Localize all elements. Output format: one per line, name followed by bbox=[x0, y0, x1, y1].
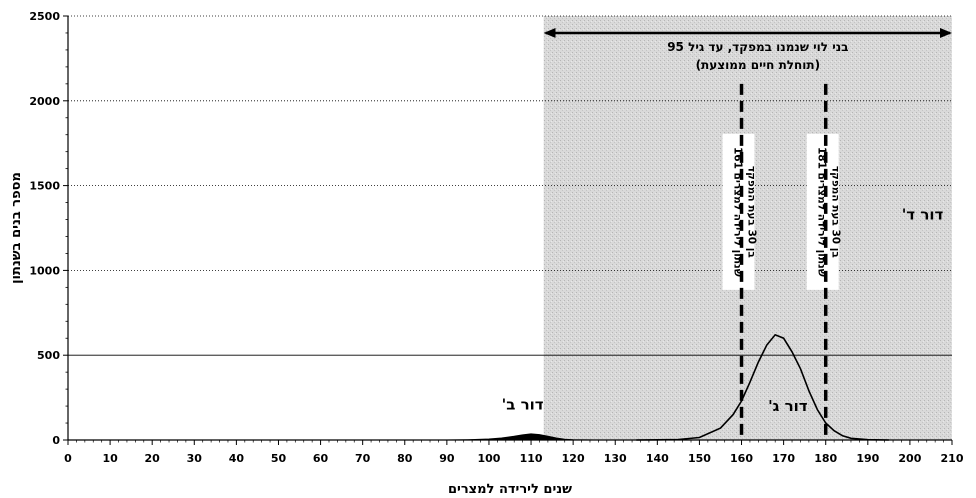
y-tick-label: 2500 bbox=[29, 10, 60, 23]
marker-label-1-line2: בן 30 בעת המפקד bbox=[746, 166, 758, 258]
x-tick-label: 210 bbox=[941, 452, 964, 465]
x-tick-label: 0 bbox=[64, 452, 72, 465]
annotation-3: דור ד' bbox=[902, 206, 944, 224]
marker-label-2-line2: בן 30 בעת המפקד bbox=[830, 166, 842, 258]
x-tick-label: 80 bbox=[397, 452, 413, 465]
x-tick-label: 30 bbox=[187, 452, 203, 465]
marker-label-box-2 bbox=[806, 133, 839, 290]
x-axis-title: שנים לירידה למצרים bbox=[448, 482, 572, 497]
x-tick-label: 130 bbox=[604, 452, 627, 465]
x-tick-label: 110 bbox=[520, 452, 543, 465]
y-tick-label: 2000 bbox=[29, 95, 60, 108]
annotation-1: דור ב' bbox=[502, 395, 544, 413]
x-tick-label: 20 bbox=[145, 452, 161, 465]
x-tick-label: 170 bbox=[772, 452, 795, 465]
x-tick-label: 150 bbox=[688, 452, 711, 465]
range-label-line1: בני לוי שנמנו במפקד, עד גיל 95 bbox=[667, 40, 848, 54]
y-tick-label: 0 bbox=[52, 434, 60, 447]
x-tick-label: 10 bbox=[102, 452, 118, 465]
x-tick-label: 180 bbox=[814, 452, 837, 465]
x-tick-label: 140 bbox=[646, 452, 669, 465]
x-tick-label: 90 bbox=[439, 452, 455, 465]
x-tick-label: 100 bbox=[477, 452, 500, 465]
y-axis-title: מספר בנים בשנתון bbox=[9, 172, 24, 284]
series-2-line bbox=[636, 333, 889, 441]
x-tick-label: 70 bbox=[355, 452, 371, 465]
x-tick-label: 120 bbox=[562, 452, 585, 465]
marker-label-box-1 bbox=[722, 133, 755, 290]
x-tick-label: 50 bbox=[271, 452, 287, 465]
marker-label-2-line1: שנתון לירידה למצרים 181 bbox=[816, 147, 828, 277]
x-tick-label: 60 bbox=[313, 452, 329, 465]
annotation-2: דור ג' bbox=[768, 397, 808, 415]
x-tick-label: 40 bbox=[229, 452, 245, 465]
y-tick-label: 500 bbox=[37, 349, 60, 362]
x-tick-label: 200 bbox=[898, 452, 921, 465]
y-tick-label: 1000 bbox=[29, 264, 60, 277]
x-tick-label: 190 bbox=[856, 452, 879, 465]
y-tick-label: 1500 bbox=[29, 180, 60, 193]
x-tick-label: 160 bbox=[730, 452, 753, 465]
marker-label-1-line1: שנתון לירידה למצרים 161 bbox=[732, 147, 744, 277]
range-label-line2: (תוחלת חיים ממוצעת) bbox=[696, 58, 821, 72]
